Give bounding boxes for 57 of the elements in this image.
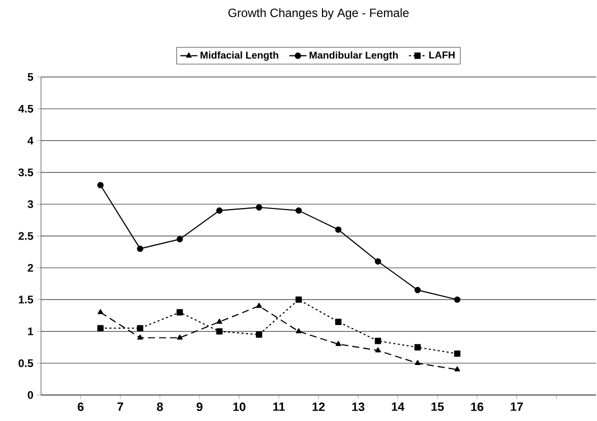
point <box>256 331 262 338</box>
point <box>97 325 104 332</box>
y-tick-label: 0 <box>28 391 34 399</box>
chart-title: Growth Changes by Age - Female <box>228 8 409 20</box>
point <box>336 340 342 346</box>
point <box>136 325 144 332</box>
x-tick-label: 11 <box>273 402 285 411</box>
point <box>414 344 421 350</box>
point <box>335 226 342 233</box>
legend-label: Midfacial Length <box>200 51 278 61</box>
y-tick-label: 4 <box>28 136 34 144</box>
point <box>98 309 104 314</box>
y-tick-label: 2 <box>28 264 34 272</box>
legend-label: Mandibular Length <box>310 51 398 61</box>
x-tick-label: 14 <box>392 402 404 411</box>
point <box>97 182 104 188</box>
point <box>335 318 342 326</box>
point <box>454 350 460 357</box>
y-tick-label: 3.5 <box>18 168 34 176</box>
point <box>256 302 262 308</box>
point <box>136 246 144 252</box>
point <box>296 328 302 334</box>
point <box>454 366 460 372</box>
point <box>374 338 382 344</box>
y-tick-label: 0.5 <box>18 359 34 368</box>
x-tick-label: 15 <box>432 402 444 411</box>
x-tick-label: 8 <box>156 402 163 412</box>
x-tick-label: 13 <box>352 402 364 412</box>
point <box>216 318 222 324</box>
x-tick-label: 9 <box>196 402 202 412</box>
x-tick-label: 17 <box>510 402 523 411</box>
point <box>296 207 302 214</box>
point <box>374 258 382 265</box>
point <box>216 328 223 335</box>
y-tick-label: 5 <box>28 73 34 81</box>
x-tick-label: 7 <box>117 402 124 411</box>
point <box>176 309 183 316</box>
point <box>414 286 421 294</box>
point <box>137 334 143 340</box>
point <box>176 334 183 340</box>
x-tick-label: 10 <box>233 402 246 412</box>
x-tick-label: 12 <box>312 402 325 411</box>
point <box>256 204 262 211</box>
point <box>375 347 381 352</box>
y-tick-label: 1 <box>28 328 34 336</box>
y-tick-label: 4.5 <box>18 104 34 113</box>
y-tick-label: 2.5 <box>18 232 34 240</box>
y-tick-label: 3 <box>28 200 34 208</box>
x-tick-label: 16 <box>471 402 484 412</box>
legend-label: LAFH <box>429 52 455 58</box>
point <box>296 296 302 303</box>
point <box>176 236 183 242</box>
point <box>216 207 223 214</box>
x-tick-label: 6 <box>78 402 84 412</box>
point <box>414 360 420 366</box>
y-tick-label: 1.5 <box>18 296 34 304</box>
point <box>454 296 460 303</box>
